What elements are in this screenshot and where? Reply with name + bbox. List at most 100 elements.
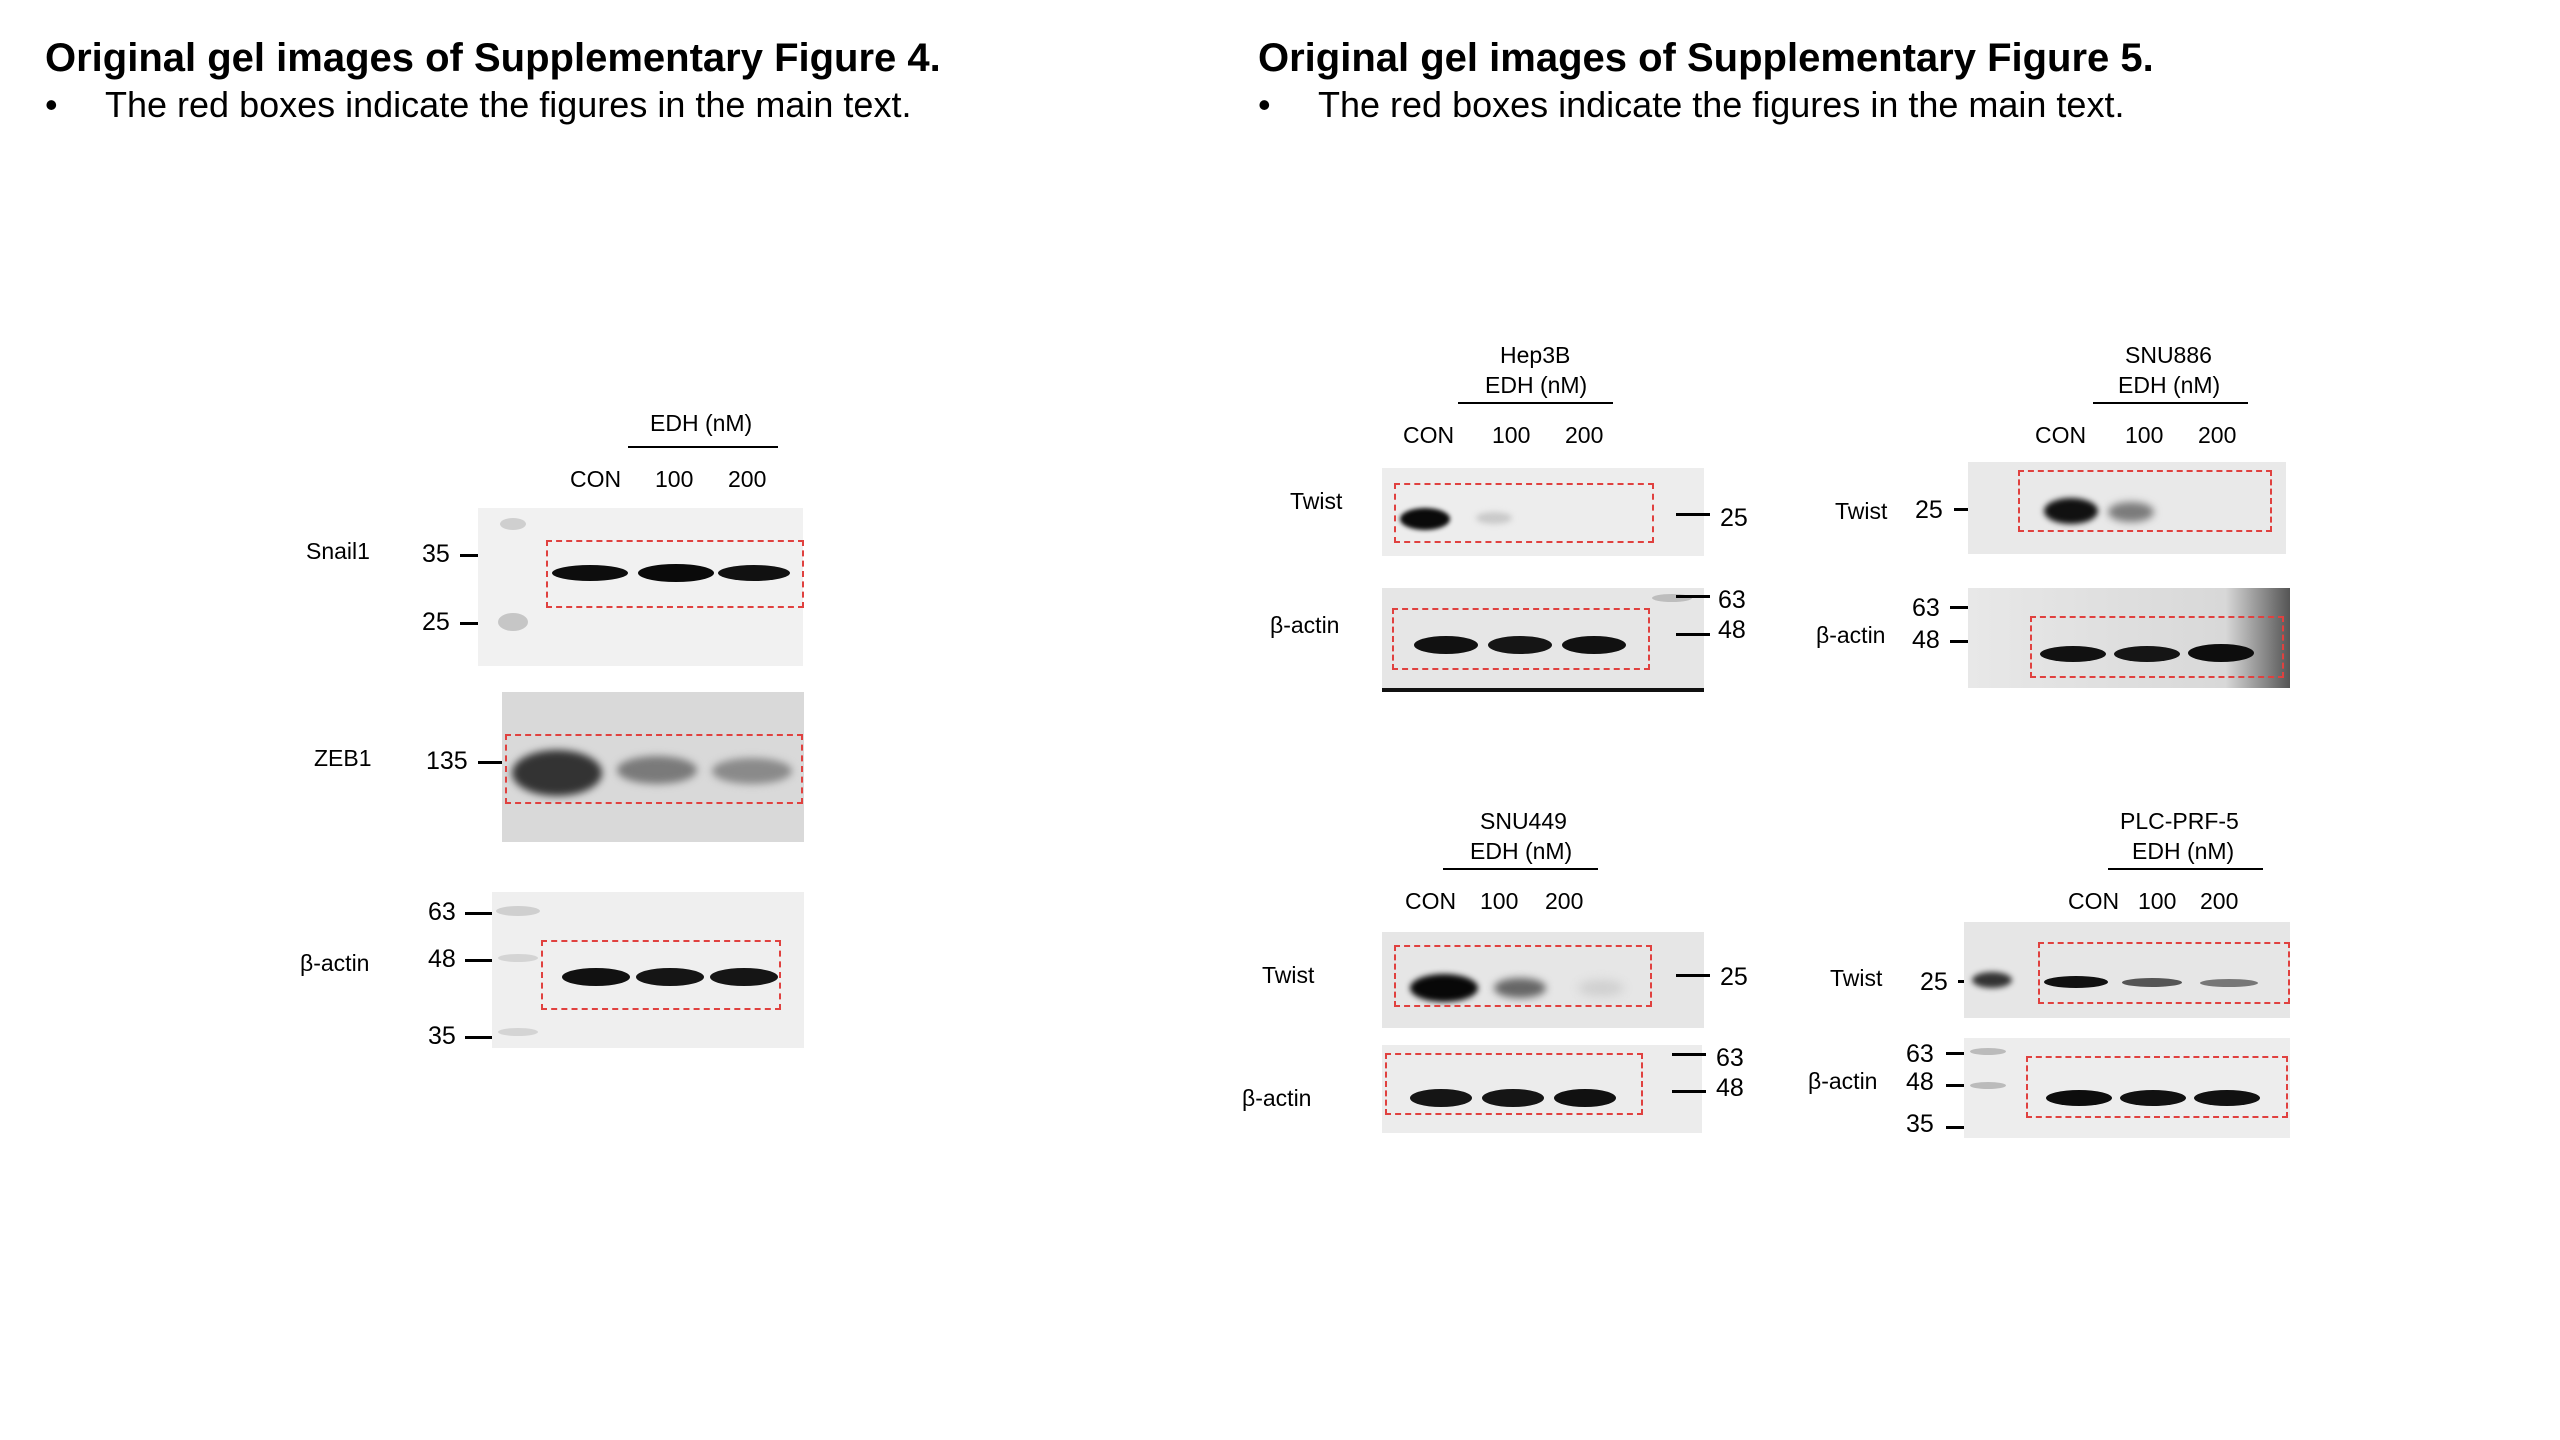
- band: [1578, 980, 1624, 996]
- snu449-lane-200: 200: [1545, 888, 1584, 914]
- marker-tick: [1946, 1126, 1980, 1129]
- fig4-snail1-marker-25: 25: [422, 608, 450, 636]
- hep3b-actin-label: β-actin: [1270, 612, 1340, 638]
- fig4-lane-con: CON: [570, 466, 622, 492]
- band: [2046, 1090, 2112, 1106]
- right-heading: Original gel images of Supplementary Fig…: [1258, 36, 2154, 80]
- band: [2044, 498, 2098, 524]
- band: [1494, 978, 1546, 998]
- ladder-band: [1970, 1048, 2006, 1055]
- ladder-band: [500, 518, 526, 530]
- note-text: The red boxes indicate the figures in th…: [105, 84, 912, 125]
- band: [1554, 1089, 1616, 1107]
- plc-lane-100: 100: [2138, 888, 2177, 914]
- snu886-actin-marker-63: 63: [1912, 594, 1940, 622]
- red-dashed-box: [2026, 1056, 2288, 1118]
- red-dashed-box: [2038, 942, 2290, 1004]
- marker-tick: [1672, 1053, 1706, 1056]
- snu886-actin-blot: [1968, 588, 2290, 688]
- snu886-lane-100: 100: [2125, 422, 2164, 448]
- plc-actin-marker-35: 35: [1906, 1110, 1934, 1138]
- plc-actin-label: β-actin: [1808, 1068, 1878, 1094]
- plc-lane-con: CON: [2068, 888, 2120, 914]
- fig4-snail1-marker-35: 35: [422, 540, 450, 568]
- snu449-cell-line: SNU449: [1480, 808, 1567, 834]
- marker-tick: [1676, 595, 1710, 598]
- hep3b-treatment: EDH (nM): [1485, 372, 1588, 398]
- ladder-band: [498, 613, 528, 631]
- marker-tick: [1946, 1052, 1980, 1055]
- band: [636, 968, 704, 986]
- red-dashed-box: [541, 940, 781, 1010]
- plc-cell-line: PLC-PRF-5: [2120, 808, 2239, 834]
- plc-underline: [2108, 868, 2263, 870]
- snu886-actin-marker-48: 48: [1912, 626, 1940, 654]
- band: [2194, 1090, 2260, 1106]
- ladder-band: [1972, 972, 2012, 988]
- snu449-lane-con: CON: [1405, 888, 1457, 914]
- band: [562, 968, 630, 986]
- snu449-twist-marker-25: 25: [1720, 963, 1748, 991]
- ladder-band: [498, 1028, 538, 1036]
- band: [1562, 636, 1626, 654]
- snu886-actin-label: β-actin: [1816, 622, 1886, 648]
- snu449-actin-blot: [1382, 1045, 1702, 1133]
- red-dashed-box: [1392, 608, 1650, 670]
- note-text: The red boxes indicate the figures in th…: [1318, 84, 2125, 125]
- ladder-band: [498, 954, 538, 962]
- snu886-twist-marker-25: 25: [1915, 496, 1943, 524]
- band: [710, 968, 778, 986]
- marker-tick: [1672, 1090, 1706, 1093]
- marker-tick: [1676, 513, 1710, 516]
- fig4-zeb1-blot: [502, 692, 804, 842]
- plc-actin-marker-48: 48: [1906, 1068, 1934, 1096]
- marker-tick: [465, 1036, 499, 1039]
- fig4-lane-100: 100: [655, 466, 694, 492]
- band: [1476, 512, 1512, 524]
- red-dashed-box: [2030, 616, 2284, 678]
- band: [1410, 1089, 1472, 1107]
- band: [2120, 1090, 2186, 1106]
- snu886-twist-blot: [1968, 462, 2286, 554]
- marker-tick: [465, 959, 499, 962]
- snu886-treatment: EDH (nM): [2118, 372, 2221, 398]
- band: [1482, 1089, 1544, 1107]
- hep3b-lane-con: CON: [1403, 422, 1455, 448]
- fig4-snail1-blot: [478, 508, 803, 666]
- band: [638, 564, 714, 582]
- hep3b-underline: [1458, 402, 1613, 404]
- hep3b-actin-marker-48: 48: [1718, 616, 1746, 644]
- fig4-actin-marker-63: 63: [428, 898, 456, 926]
- plc-twist-marker-25: 25: [1920, 968, 1948, 996]
- fig4-treatment-label: EDH (nM): [650, 410, 753, 436]
- marker-tick: [1946, 1084, 1980, 1087]
- band: [2188, 644, 2254, 662]
- bullet: •: [45, 84, 58, 125]
- band: [1410, 974, 1478, 1002]
- snu886-cell-line: SNU886: [2125, 342, 2212, 368]
- right-note: • The red boxes indicate the figures in t…: [1258, 84, 2124, 126]
- band: [2200, 979, 2258, 987]
- band: [2114, 646, 2180, 662]
- band: [1414, 636, 1478, 654]
- band: [2044, 976, 2108, 988]
- left-heading: Original gel images of Supplementary Fig…: [45, 36, 941, 80]
- red-dashed-box: [546, 540, 804, 608]
- hep3b-lane-200: 200: [1565, 422, 1604, 448]
- fig4-actin-marker-35: 35: [428, 1022, 456, 1050]
- marker-tick: [1676, 633, 1710, 636]
- plc-actin-marker-63: 63: [1906, 1040, 1934, 1068]
- fig4-actin-label: β-actin: [300, 950, 370, 976]
- marker-tick: [465, 912, 499, 915]
- hep3b-lane-100: 100: [1492, 422, 1531, 448]
- snu886-underline: [2093, 402, 2248, 404]
- ladder-band: [1652, 594, 1692, 602]
- snu449-underline: [1443, 868, 1598, 870]
- red-dashed-box: [1394, 483, 1654, 543]
- ladder-band: [1970, 1082, 2006, 1089]
- band: [718, 565, 790, 581]
- bullet: •: [1258, 84, 1271, 125]
- red-dashed-box: [1394, 945, 1652, 1007]
- band: [712, 758, 792, 784]
- band: [2122, 978, 2182, 987]
